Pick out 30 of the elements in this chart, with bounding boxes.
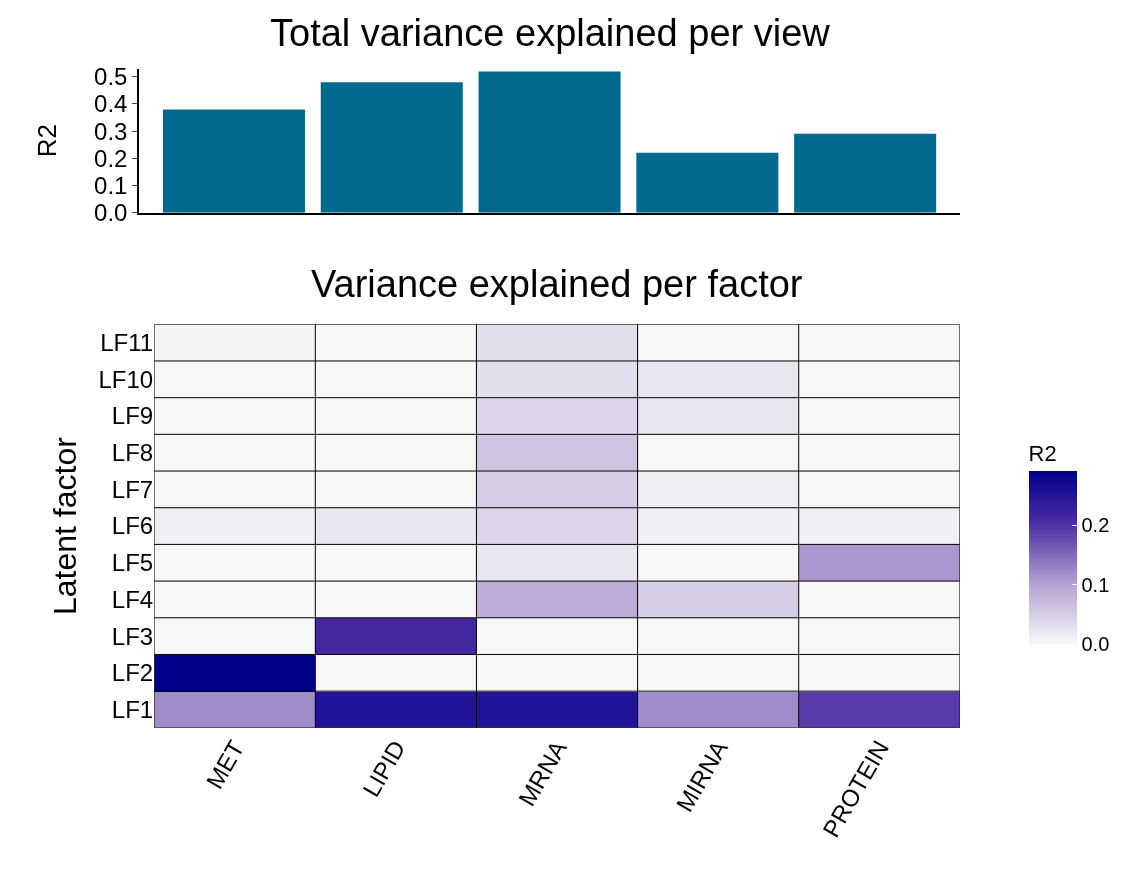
- bar: [478, 71, 621, 213]
- y-tick-label: LF10: [98, 365, 154, 393]
- color-bar-label: 0.0: [1081, 633, 1110, 656]
- y-tick-label: LF2: [111, 659, 154, 687]
- y-axis-title: Latent factor: [46, 436, 83, 616]
- color-bar-title: R2: [1028, 440, 1057, 466]
- y-tick-label: 0.4: [94, 90, 128, 118]
- y-tick-label: 0.1: [94, 171, 128, 199]
- y-tick-label: LF1: [111, 695, 154, 723]
- bar: [794, 133, 937, 213]
- y-tick-label: LF5: [111, 549, 154, 577]
- y-tick-label: LF8: [111, 439, 154, 467]
- y-tick-label: 0.5: [94, 63, 128, 91]
- chart-title: Variance explained per factor: [311, 263, 803, 305]
- color-bar-label: 0.1: [1081, 573, 1110, 596]
- color-bar-label: 0.2: [1081, 514, 1110, 537]
- y-tick-label: LF3: [111, 622, 154, 650]
- y-tick-label: 0.2: [94, 144, 128, 172]
- y-tick-label: LF4: [111, 585, 154, 613]
- bar: [162, 109, 305, 213]
- chart-title: Total variance explained per view: [270, 12, 831, 54]
- y-tick-label: 0.3: [94, 117, 128, 145]
- y-tick-label: LF6: [111, 512, 154, 540]
- y-tick-label: LF7: [111, 475, 154, 503]
- bar: [636, 152, 779, 213]
- y-tick-label: LF9: [111, 402, 154, 430]
- y-axis-title: R2: [31, 124, 62, 158]
- bar: [320, 82, 463, 213]
- y-tick-label: LF11: [100, 329, 154, 357]
- y-tick-label: 0.0: [94, 199, 128, 227]
